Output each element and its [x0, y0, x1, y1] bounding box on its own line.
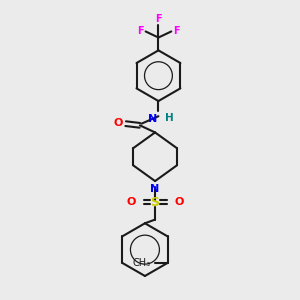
- Text: F: F: [137, 26, 144, 36]
- Text: F: F: [155, 14, 162, 24]
- Text: S: S: [151, 196, 160, 208]
- Text: F: F: [173, 26, 180, 36]
- Text: H: H: [164, 113, 173, 123]
- Text: O: O: [126, 197, 136, 207]
- Text: O: O: [175, 197, 184, 207]
- Text: N: N: [150, 184, 160, 194]
- Text: N: N: [148, 114, 157, 124]
- Text: O: O: [114, 118, 123, 128]
- Text: CH₃: CH₃: [133, 258, 151, 268]
